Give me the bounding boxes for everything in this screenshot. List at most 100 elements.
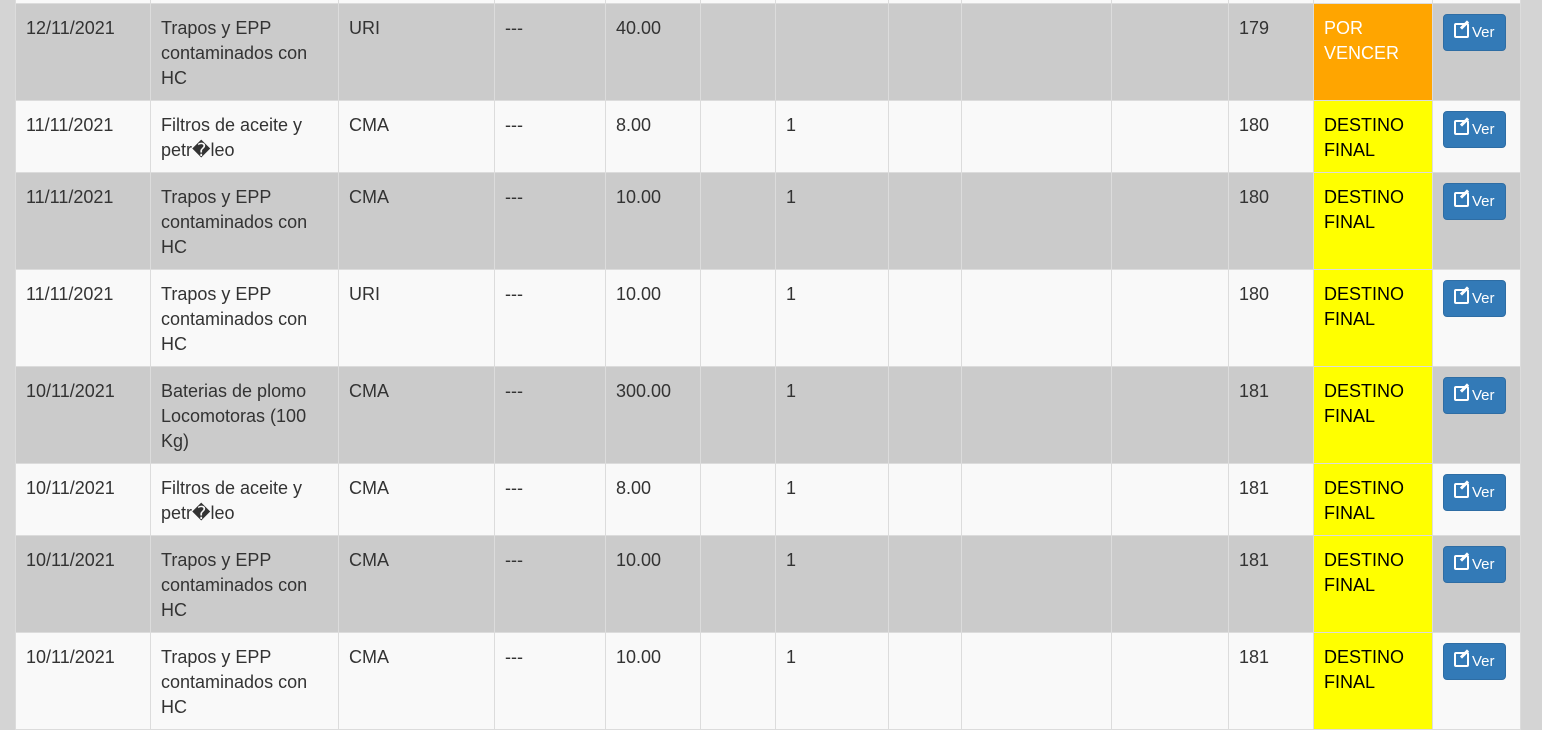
edit-icon: [1454, 652, 1469, 667]
cell-c6: [700, 269, 776, 367]
cell-dias: 181: [1228, 463, 1314, 536]
cell-c6: [700, 172, 776, 270]
cell-c6: [700, 3, 776, 101]
table-row: 10/11/2021 Trapos y EPP contaminados con …: [15, 632, 1521, 730]
cell-c10: [1111, 100, 1229, 173]
cell-c7: 1: [775, 100, 889, 173]
view-button-label: Ver: [1472, 290, 1495, 307]
cell-c4: ---: [494, 172, 606, 270]
cell-c9: [961, 632, 1112, 730]
cell-cantidad: 300.00: [605, 366, 701, 464]
table-row: 10/11/2021 Trapos y EPP contaminados con …: [15, 535, 1521, 633]
view-button[interactable]: Ver: [1443, 280, 1506, 317]
cell-fecha: 10/11/2021: [15, 632, 151, 730]
cell-c8: [888, 172, 962, 270]
records-table-container: 12/11/2021 Trapos y EPP contaminados con …: [15, 0, 1521, 730]
cell-c4: ---: [494, 366, 606, 464]
cell-dias: 181: [1228, 366, 1314, 464]
cell-residuo: Trapos y EPP contaminados con HC: [150, 3, 339, 101]
status-badge: DESTINO FINAL: [1313, 463, 1433, 536]
cell-c6: [700, 632, 776, 730]
edit-icon: [1454, 120, 1469, 135]
cell-dias: 180: [1228, 269, 1314, 367]
cell-c6: [700, 100, 776, 173]
edit-icon: [1454, 192, 1469, 207]
cell-fecha: 12/11/2021: [15, 3, 151, 101]
cell-c10: [1111, 535, 1229, 633]
edit-icon: [1454, 23, 1469, 38]
cell-dias: 181: [1228, 535, 1314, 633]
cell-c4: ---: [494, 100, 606, 173]
view-button[interactable]: Ver: [1443, 546, 1506, 583]
status-badge: DESTINO FINAL: [1313, 632, 1433, 730]
cell-c9: [961, 366, 1112, 464]
cell-c4: ---: [494, 535, 606, 633]
view-button-label: Ver: [1472, 484, 1495, 501]
cell-c9: [961, 172, 1112, 270]
cell-c7: 1: [775, 535, 889, 633]
cell-c7: 1: [775, 172, 889, 270]
cell-fecha: 10/11/2021: [15, 535, 151, 633]
cell-c4: ---: [494, 632, 606, 730]
status-badge: DESTINO FINAL: [1313, 535, 1433, 633]
status-badge: DESTINO FINAL: [1313, 172, 1433, 270]
action-cell: Ver: [1432, 366, 1521, 464]
cell-dias: 180: [1228, 100, 1314, 173]
view-button[interactable]: Ver: [1443, 377, 1506, 414]
cell-residuo: Trapos y EPP contaminados con HC: [150, 632, 339, 730]
cell-tipo: CMA: [338, 632, 495, 730]
view-button-label: Ver: [1472, 653, 1495, 670]
view-button[interactable]: Ver: [1443, 643, 1506, 680]
cell-residuo: Filtros de aceite y petr�leo: [150, 100, 339, 173]
view-button[interactable]: Ver: [1443, 474, 1506, 511]
cell-c10: [1111, 463, 1229, 536]
cell-c4: ---: [494, 463, 606, 536]
edit-icon: [1454, 555, 1469, 570]
cell-c7: 1: [775, 463, 889, 536]
status-badge: DESTINO FINAL: [1313, 366, 1433, 464]
cell-tipo: CMA: [338, 100, 495, 173]
cell-dias: 180: [1228, 172, 1314, 270]
cell-fecha: 10/11/2021: [15, 366, 151, 464]
cell-dias: 181: [1228, 632, 1314, 730]
cell-c8: [888, 100, 962, 173]
table-row: 10/11/2021 Baterias de plomo Locomotoras …: [15, 366, 1521, 464]
cell-cantidad: 10.00: [605, 632, 701, 730]
cell-c8: [888, 632, 962, 730]
cell-tipo: CMA: [338, 463, 495, 536]
cell-tipo: URI: [338, 269, 495, 367]
cell-cantidad: 10.00: [605, 172, 701, 270]
cell-fecha: 11/11/2021: [15, 269, 151, 367]
action-cell: Ver: [1432, 535, 1521, 633]
view-button-label: Ver: [1472, 24, 1495, 41]
cell-cantidad: 8.00: [605, 100, 701, 173]
cell-c7: [775, 3, 889, 101]
table-row: 11/11/2021 Trapos y EPP contaminados con …: [15, 269, 1521, 367]
action-cell: Ver: [1432, 172, 1521, 270]
cell-residuo: Filtros de aceite y petr�leo: [150, 463, 339, 536]
view-button-label: Ver: [1472, 556, 1495, 573]
cell-c10: [1111, 3, 1229, 101]
cell-c9: [961, 463, 1112, 536]
cell-c10: [1111, 269, 1229, 367]
cell-c6: [700, 463, 776, 536]
edit-icon: [1454, 483, 1469, 498]
action-cell: Ver: [1432, 269, 1521, 367]
view-button[interactable]: Ver: [1443, 111, 1506, 148]
cell-c4: ---: [494, 3, 606, 101]
cell-c9: [961, 3, 1112, 101]
records-table: 12/11/2021 Trapos y EPP contaminados con …: [15, 0, 1521, 730]
cell-c8: [888, 3, 962, 101]
cell-c7: 1: [775, 366, 889, 464]
edit-icon: [1454, 386, 1469, 401]
cell-fecha: 11/11/2021: [15, 100, 151, 173]
cell-c10: [1111, 172, 1229, 270]
cell-fecha: 11/11/2021: [15, 172, 151, 270]
view-button[interactable]: Ver: [1443, 14, 1506, 51]
cell-tipo: CMA: [338, 535, 495, 633]
table-row: 12/11/2021 Trapos y EPP contaminados con …: [15, 3, 1521, 101]
edit-icon: [1454, 289, 1469, 304]
status-badge: POR VENCER: [1313, 3, 1433, 101]
view-button[interactable]: Ver: [1443, 183, 1506, 220]
cell-cantidad: 10.00: [605, 535, 701, 633]
